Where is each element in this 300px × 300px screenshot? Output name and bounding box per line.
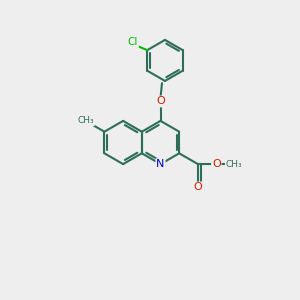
Text: Cl: Cl	[128, 37, 138, 47]
Text: O: O	[156, 97, 165, 106]
Text: N: N	[156, 159, 165, 169]
Text: O: O	[212, 159, 220, 169]
Text: CH₃: CH₃	[77, 116, 94, 125]
Text: CH₃: CH₃	[226, 160, 242, 169]
Text: O: O	[194, 182, 202, 192]
